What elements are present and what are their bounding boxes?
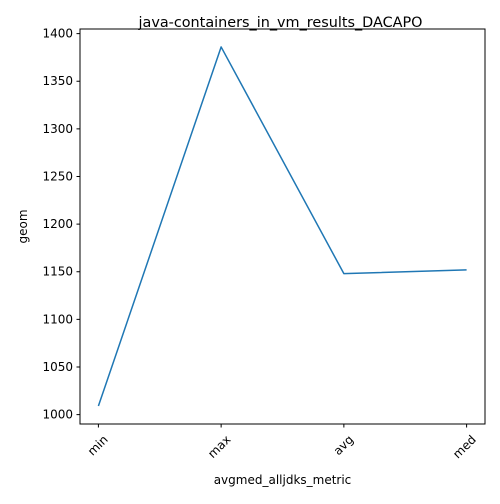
y-tick-label: 1150	[42, 265, 73, 279]
y-axis-label: geom	[16, 209, 30, 243]
x-tick-label: avg	[331, 432, 357, 458]
x-tick-label: max	[205, 432, 233, 460]
series-line	[97, 46, 467, 407]
y-axis-ticks: 1000 1050 1100 1150 1200 1250 1300 1350 1400	[42, 27, 80, 422]
x-axis-label: avgmed_alljdks_metric	[214, 473, 352, 487]
y-tick-label: 1050	[42, 360, 73, 374]
y-tick-label: 1350	[42, 74, 73, 88]
x-axis-ticks: min max avg med	[85, 424, 479, 461]
y-tick-label: 1400	[42, 27, 73, 41]
x-tick-label: med	[450, 432, 479, 461]
chart-title: java-containers_in_vm_results_DACAPO	[138, 15, 423, 31]
y-tick-label: 1300	[42, 122, 73, 136]
y-tick-label: 1200	[42, 217, 73, 231]
y-tick-label: 1250	[42, 169, 73, 183]
x-tick-label: min	[85, 432, 111, 458]
plot-area-frame	[79, 28, 486, 425]
y-tick-label: 1000	[42, 408, 73, 422]
y-tick-label: 1100	[42, 312, 73, 326]
series-layer	[97, 46, 467, 407]
